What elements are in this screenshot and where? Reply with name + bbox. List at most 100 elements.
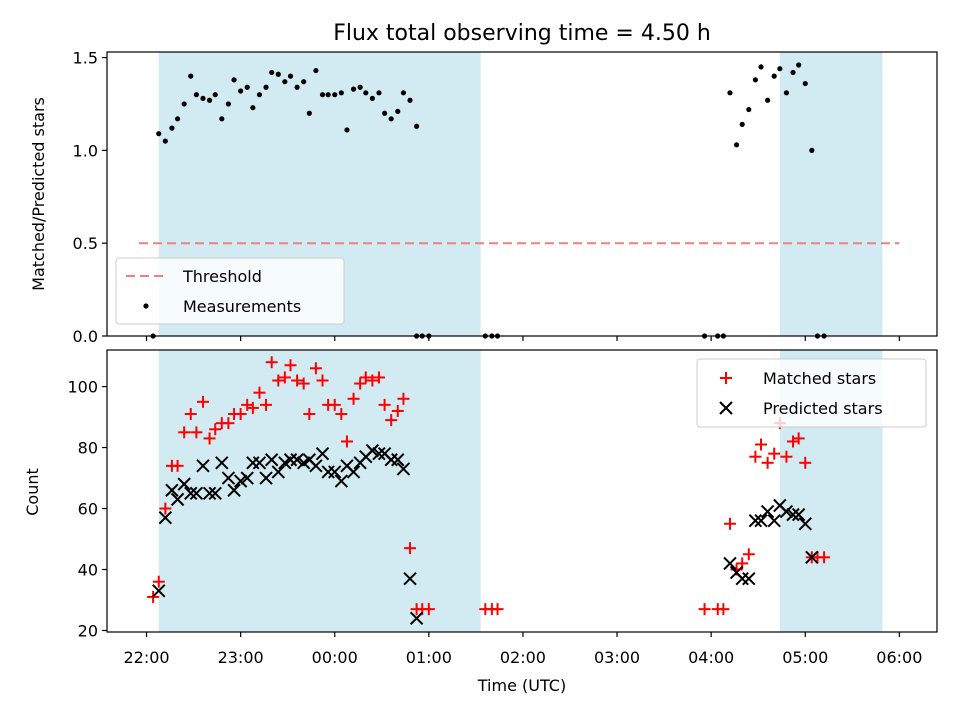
- measurement-point: [169, 125, 175, 131]
- matched-point: [284, 359, 297, 372]
- predicted-point: [290, 453, 304, 467]
- counts-panel-frame: [106, 349, 938, 633]
- predicted-point: [760, 504, 775, 519]
- legend-matched-swatch: [720, 372, 732, 384]
- predicted-point: [264, 453, 279, 467]
- measurement-point: [206, 97, 213, 103]
- measurement-point: [746, 106, 752, 113]
- counts-legend-box: [696, 358, 927, 428]
- predicted-point: [779, 504, 794, 519]
- predicted-point: [396, 462, 411, 476]
- matched-point: [265, 356, 278, 369]
- predicted-point: [259, 471, 273, 485]
- ratio-panel: 0.0 0.5 1.0 1.5 Matched/Predicted stars Thr…: [29, 49, 938, 346]
- counts-y-tick-label: 60: [78, 500, 98, 519]
- ratio-legend: Threshold Measurements: [115, 257, 345, 325]
- predicted-point: [215, 456, 229, 470]
- matched-point: [209, 423, 222, 436]
- matched-point: [335, 408, 348, 421]
- predicted-point: [170, 492, 185, 507]
- matched-point: [291, 374, 304, 387]
- measurement-point: [332, 92, 338, 98]
- matched-point: [755, 438, 768, 451]
- measurement-point: [809, 147, 815, 153]
- predicted-point: [165, 483, 179, 497]
- predicted-point: [152, 584, 166, 598]
- measurement-point: [363, 90, 369, 96]
- measurement-point: [294, 84, 300, 90]
- matched-point: [316, 374, 329, 387]
- predicted-point: [184, 486, 198, 500]
- matched-point: [792, 432, 805, 445]
- predicted-point: [233, 474, 248, 488]
- measurement-point: [301, 79, 307, 85]
- matched-point: [780, 450, 793, 463]
- measurement-point: [231, 77, 237, 83]
- matched-point: [723, 517, 736, 530]
- predicted-point: [202, 486, 217, 500]
- ratio-panel-frame: [106, 51, 938, 337]
- measurement-point: [739, 121, 745, 127]
- measurement-point: [771, 73, 777, 79]
- matched-point: [372, 371, 385, 384]
- measurement-point: [376, 90, 382, 96]
- measurement-point: [733, 142, 740, 148]
- ratio-y-tick-label: 1.0: [73, 141, 98, 160]
- predicted-point: [328, 465, 342, 479]
- predicted-point: [805, 550, 819, 565]
- measurement-point: [357, 84, 363, 90]
- matched-point: [366, 374, 379, 387]
- ratio-legend-box: [115, 257, 345, 325]
- matched-point: [196, 395, 209, 408]
- predicted-point: [798, 517, 812, 531]
- counts-y-axis: 20 40 60 80 100: [67, 378, 107, 640]
- measurement-point: [388, 116, 394, 122]
- matched-point: [397, 392, 410, 405]
- measurement-point: [200, 95, 206, 102]
- measurement-point: [802, 80, 808, 87]
- legend-threshold-label: Threshold: [182, 267, 262, 286]
- predicted-point: [196, 459, 210, 473]
- x-tick-label: 06:00: [876, 648, 922, 667]
- measurement-point: [765, 97, 771, 103]
- measurement-point: [407, 97, 413, 103]
- measurement-point: [238, 88, 244, 94]
- measurement-point: [783, 90, 790, 96]
- matched-point: [171, 459, 184, 472]
- predicted-point: [365, 443, 380, 458]
- matched-point: [385, 414, 398, 427]
- predicted-point: [240, 471, 254, 485]
- predicted-point: [334, 474, 349, 488]
- predicted-point: [315, 446, 330, 461]
- measurement-point: [306, 110, 312, 116]
- predicted-point: [791, 507, 806, 522]
- predicted-point: [748, 514, 763, 528]
- measurement-point: [156, 131, 162, 137]
- ratio-y-tick-label: 0.0: [73, 327, 98, 346]
- matched-point: [359, 371, 372, 384]
- matched-point: [698, 603, 711, 616]
- chart-title: Flux total observing time = 4.50 h: [333, 21, 711, 46]
- matched-point: [742, 548, 755, 561]
- measurement-point: [181, 101, 187, 107]
- x-tick-label: 04:00: [688, 648, 734, 667]
- matched-point: [297, 377, 310, 390]
- predicted-point: [271, 465, 285, 479]
- measurement-point: [382, 110, 388, 116]
- counts-y-tick-label: 100: [67, 378, 98, 397]
- x-tick-label: 00:00: [312, 648, 358, 667]
- predicted-point: [189, 486, 204, 500]
- predicted-point: [227, 483, 241, 497]
- predicted-point: [742, 571, 756, 586]
- measurement-point: [188, 73, 194, 79]
- x-tick-label: 03:00: [594, 648, 640, 667]
- measurement-point: [212, 92, 218, 98]
- matched-point: [354, 377, 367, 390]
- measurement-point: [796, 62, 802, 68]
- counts-panel: 20 40 60 80 100 22:00 23:00 00:00 01:00 02:00 03:…: [23, 349, 938, 695]
- x-tick-label: 01:00: [406, 648, 452, 667]
- matched-point: [278, 371, 291, 384]
- matched-point: [178, 426, 191, 439]
- measurement-point: [256, 92, 263, 98]
- measurement-point: [162, 138, 168, 144]
